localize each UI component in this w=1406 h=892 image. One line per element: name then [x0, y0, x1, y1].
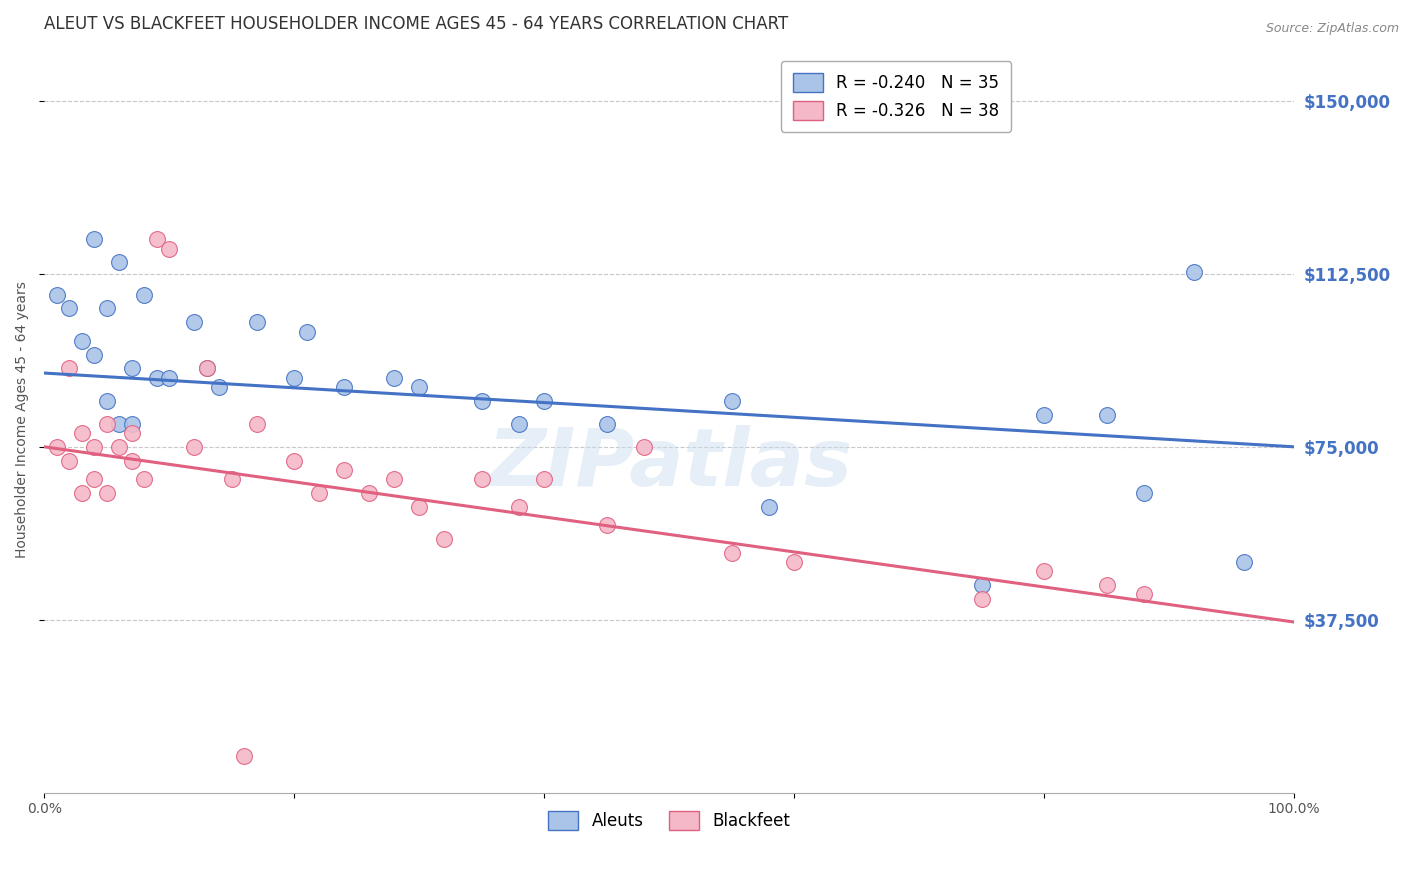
Point	[246, 417, 269, 431]
Point	[471, 472, 494, 486]
Point	[408, 500, 430, 514]
Point	[1233, 555, 1256, 569]
Point	[195, 361, 218, 376]
Point	[96, 417, 118, 431]
Point	[1033, 408, 1056, 422]
Point	[83, 232, 105, 246]
Point	[1095, 408, 1118, 422]
Point	[145, 370, 167, 384]
Point	[145, 232, 167, 246]
Point	[408, 380, 430, 394]
Point	[246, 315, 269, 329]
Point	[720, 546, 742, 560]
Point	[970, 592, 993, 607]
Y-axis label: Householder Income Ages 45 - 64 years: Householder Income Ages 45 - 64 years	[15, 281, 30, 558]
Point	[1033, 564, 1056, 578]
Point	[382, 370, 405, 384]
Point	[633, 440, 655, 454]
Point	[96, 301, 118, 316]
Point	[333, 380, 356, 394]
Point	[596, 518, 619, 533]
Point	[183, 440, 205, 454]
Point	[533, 393, 555, 408]
Point	[157, 242, 180, 256]
Point	[121, 453, 143, 467]
Point	[83, 348, 105, 362]
Text: ALEUT VS BLACKFEET HOUSEHOLDER INCOME AGES 45 - 64 YEARS CORRELATION CHART: ALEUT VS BLACKFEET HOUSEHOLDER INCOME AG…	[44, 15, 789, 33]
Point	[359, 486, 381, 500]
Point	[45, 287, 67, 301]
Point	[70, 425, 93, 440]
Point	[533, 472, 555, 486]
Point	[121, 417, 143, 431]
Point	[108, 440, 131, 454]
Text: ZIPatlas: ZIPatlas	[486, 425, 852, 503]
Point	[134, 472, 156, 486]
Point	[96, 486, 118, 500]
Point	[1133, 486, 1156, 500]
Point	[208, 380, 231, 394]
Point	[433, 532, 456, 546]
Point	[58, 301, 80, 316]
Point	[720, 393, 742, 408]
Point	[295, 325, 318, 339]
Point	[382, 472, 405, 486]
Point	[1133, 587, 1156, 601]
Point	[70, 486, 93, 500]
Point	[83, 472, 105, 486]
Point	[157, 370, 180, 384]
Point	[308, 486, 330, 500]
Point	[283, 370, 305, 384]
Point	[108, 255, 131, 269]
Point	[1182, 264, 1205, 278]
Point	[596, 417, 619, 431]
Point	[83, 440, 105, 454]
Text: Source: ZipAtlas.com: Source: ZipAtlas.com	[1265, 22, 1399, 36]
Point	[121, 425, 143, 440]
Point	[58, 361, 80, 376]
Point	[96, 393, 118, 408]
Point	[758, 500, 780, 514]
Point	[108, 417, 131, 431]
Legend: Aleuts, Blackfeet: Aleuts, Blackfeet	[541, 804, 797, 837]
Point	[333, 463, 356, 477]
Point	[783, 555, 806, 569]
Point	[134, 287, 156, 301]
Point	[58, 453, 80, 467]
Point	[70, 334, 93, 348]
Point	[45, 440, 67, 454]
Point	[1095, 578, 1118, 592]
Point	[508, 417, 530, 431]
Point	[121, 361, 143, 376]
Point	[471, 393, 494, 408]
Point	[221, 472, 243, 486]
Point	[970, 578, 993, 592]
Point	[283, 453, 305, 467]
Point	[508, 500, 530, 514]
Point	[195, 361, 218, 376]
Point	[233, 748, 256, 763]
Point	[183, 315, 205, 329]
